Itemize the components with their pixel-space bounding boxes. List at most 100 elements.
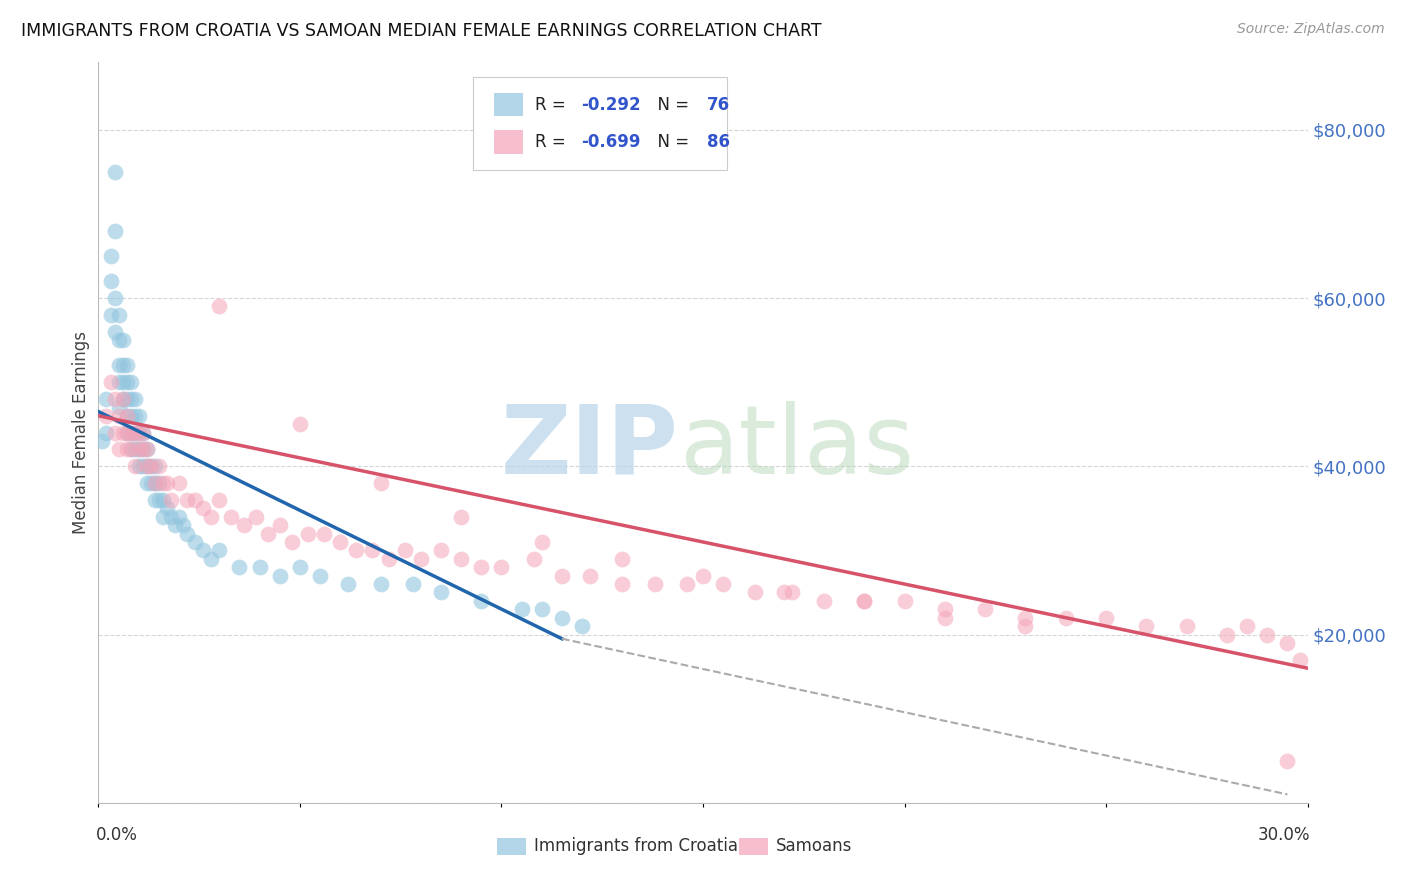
Point <box>193 543 215 558</box>
Point <box>124 409 146 423</box>
Point <box>156 501 179 516</box>
Point <box>120 442 142 457</box>
Text: IMMIGRANTS FROM CROATIA VS SAMOAN MEDIAN FEMALE EARNINGS CORRELATION CHART: IMMIGRANTS FROM CROATIA VS SAMOAN MEDIAN… <box>21 22 821 40</box>
Point <box>692 568 714 582</box>
Point <box>103 325 125 339</box>
Point <box>124 392 146 406</box>
Point <box>139 459 162 474</box>
Point <box>128 442 150 457</box>
Text: 30.0%: 30.0% <box>1257 827 1310 845</box>
Point <box>124 425 146 440</box>
Y-axis label: Median Female Earnings: Median Female Earnings <box>72 331 90 534</box>
Text: atlas: atlas <box>679 401 914 494</box>
Point <box>1135 619 1157 633</box>
Point <box>135 459 157 474</box>
Point <box>974 602 997 616</box>
Point <box>184 535 207 549</box>
Point <box>143 476 166 491</box>
FancyBboxPatch shape <box>740 838 768 855</box>
Point <box>221 509 243 524</box>
Point <box>132 442 155 457</box>
Point <box>813 594 835 608</box>
Point <box>744 585 766 599</box>
Point <box>934 602 956 616</box>
Point <box>103 392 125 406</box>
Point <box>143 459 166 474</box>
Point <box>163 518 186 533</box>
Point <box>676 577 699 591</box>
Text: 0.0%: 0.0% <box>96 827 138 845</box>
Text: Immigrants from Croatia: Immigrants from Croatia <box>534 838 738 855</box>
Point <box>128 409 150 423</box>
Point <box>139 476 162 491</box>
Point <box>128 425 150 440</box>
Text: -0.292: -0.292 <box>581 95 641 113</box>
Point <box>167 509 190 524</box>
Point <box>1014 619 1036 633</box>
Point <box>124 459 146 474</box>
Point <box>120 392 142 406</box>
Point <box>107 308 129 322</box>
Point <box>103 224 125 238</box>
Text: Samoans: Samoans <box>776 838 852 855</box>
Text: 86: 86 <box>707 133 730 151</box>
Point <box>96 425 118 440</box>
Point <box>115 375 138 389</box>
Point <box>107 442 129 457</box>
Point <box>128 442 150 457</box>
Point <box>337 577 360 591</box>
Point <box>115 425 138 440</box>
Point <box>450 551 472 566</box>
Point <box>309 568 332 582</box>
Point <box>152 492 174 507</box>
Point <box>571 619 593 633</box>
Point <box>111 375 134 389</box>
Point <box>361 543 384 558</box>
Point <box>128 425 150 440</box>
Point <box>612 577 634 591</box>
Point <box>370 577 392 591</box>
Point <box>107 333 129 347</box>
Point <box>297 526 319 541</box>
Text: -0.699: -0.699 <box>581 133 640 151</box>
Point <box>135 476 157 491</box>
Point <box>120 375 142 389</box>
Point <box>402 577 425 591</box>
Point <box>107 375 129 389</box>
Point <box>176 492 198 507</box>
Point <box>208 300 231 314</box>
Point <box>780 585 803 599</box>
Point <box>893 594 915 608</box>
Point <box>1216 627 1239 641</box>
Point <box>156 476 179 491</box>
Point <box>132 442 155 457</box>
Point <box>111 359 134 373</box>
Point <box>111 333 134 347</box>
Point <box>1014 610 1036 624</box>
Point <box>176 526 198 541</box>
Point <box>1288 653 1310 667</box>
Point <box>314 526 336 541</box>
Point <box>120 425 142 440</box>
Point <box>1236 619 1258 633</box>
Point <box>100 274 122 288</box>
Point <box>120 425 142 440</box>
Point <box>115 409 138 423</box>
Point <box>853 594 876 608</box>
Point <box>148 476 170 491</box>
Text: N =: N = <box>647 133 695 151</box>
FancyBboxPatch shape <box>474 78 727 169</box>
Point <box>288 417 311 432</box>
FancyBboxPatch shape <box>494 130 523 153</box>
Point <box>100 249 122 263</box>
Point <box>329 535 352 549</box>
Point <box>132 425 155 440</box>
Text: Source: ZipAtlas.com: Source: ZipAtlas.com <box>1237 22 1385 37</box>
Point <box>1256 627 1278 641</box>
Point <box>135 442 157 457</box>
Point <box>1277 754 1299 768</box>
Point <box>644 577 666 591</box>
Point <box>115 442 138 457</box>
Point <box>132 459 155 474</box>
Point <box>107 409 129 423</box>
